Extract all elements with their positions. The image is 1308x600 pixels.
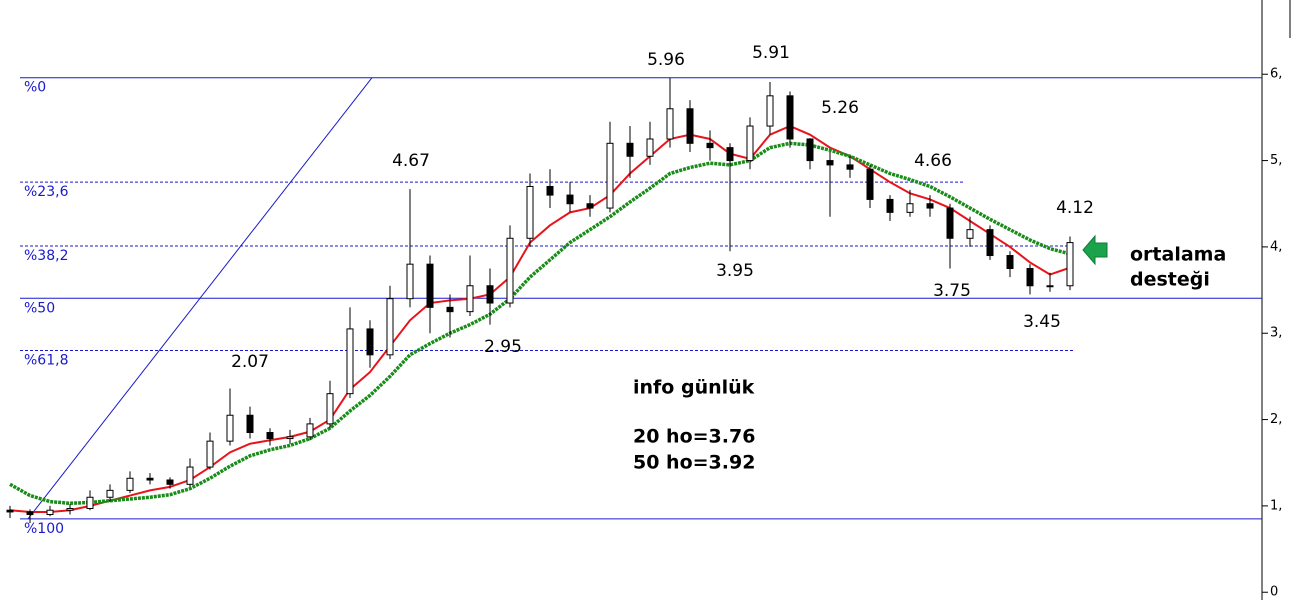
candle-body (386, 298, 394, 356)
y-tick-label: 0 (1270, 585, 1278, 600)
price-annotation: 3.95 (716, 261, 754, 281)
fib-label: %50 (24, 300, 55, 316)
price-annotation: 2.95 (484, 337, 522, 357)
candle-body (506, 237, 514, 304)
candle-body (706, 142, 714, 149)
candle-body (606, 142, 614, 209)
candle-body (286, 436, 294, 440)
fib-label: %23,6 (24, 184, 69, 200)
candle-body (346, 328, 354, 395)
candle-body (526, 185, 534, 239)
candle-body (226, 414, 234, 442)
candle-body (106, 489, 114, 498)
price-annotation: 4.67 (392, 151, 430, 171)
candle-body (186, 466, 194, 485)
moving-average-line (9, 141, 1071, 506)
candle-body (366, 328, 374, 356)
candle-body (926, 203, 934, 209)
candle-body (626, 142, 634, 157)
trend-line (27, 77, 373, 520)
info-text: 20 ho=3.76 (633, 426, 755, 448)
price-annotation: 3.75 (933, 281, 971, 301)
fib-label: %0 (24, 80, 46, 96)
candle-body (1006, 255, 1014, 269)
candle-body (86, 496, 94, 509)
price-annotation: 5.91 (752, 43, 790, 63)
candle-body (426, 263, 434, 308)
candle-body (266, 432, 274, 440)
candle-body (746, 125, 754, 162)
price-annotation: 5.26 (821, 98, 859, 118)
candle-body (206, 440, 214, 468)
candle-body (806, 138, 814, 162)
candle-body (966, 229, 974, 239)
candle-body (566, 194, 574, 205)
candle-body (466, 285, 474, 313)
candle-body (486, 285, 494, 304)
y-tick-label: 6, (1270, 67, 1282, 82)
y-tick-label: 3, (1270, 326, 1282, 341)
candle-body (986, 229, 994, 257)
candle-body (66, 507, 74, 511)
fib-label: %38,2 (24, 248, 68, 264)
candle-body (446, 306, 454, 313)
candle-body (886, 198, 894, 213)
candle-body (866, 168, 874, 200)
support-arrow (1082, 234, 1108, 266)
price-annotation: 4.66 (914, 151, 952, 171)
price-annotation: 2.07 (231, 352, 269, 372)
y-tick-label: 1, (1270, 498, 1282, 513)
candle-body (326, 393, 334, 425)
candle-body (946, 207, 954, 239)
candle-body (726, 147, 734, 162)
fib-label: %100 (24, 521, 64, 537)
candle-body (1066, 242, 1074, 287)
candle-body (766, 95, 774, 127)
candle-body (6, 509, 14, 513)
candle-body (666, 108, 674, 140)
candle-body (26, 511, 34, 516)
candle-body (786, 95, 794, 140)
price-annotation: 4.12 (1056, 198, 1094, 218)
fib-label: %61,8 (24, 353, 68, 369)
candle-body (586, 203, 594, 209)
candle-body (646, 138, 654, 157)
candle-body (306, 423, 314, 438)
candle-body (1026, 267, 1034, 287)
candle-body (906, 203, 914, 213)
y-tick-label: 4, (1270, 239, 1282, 254)
candle-body (406, 263, 414, 300)
y-tick-label: 5, (1270, 153, 1282, 168)
info-text: 50 ho=3.92 (633, 452, 755, 474)
candle-body (846, 164, 854, 170)
candle-body (166, 479, 174, 485)
candle-body (826, 160, 834, 166)
candle-body (146, 477, 154, 481)
candle-body (546, 185, 554, 196)
price-annotation: 3.45 (1023, 312, 1061, 332)
candle-body (686, 108, 694, 144)
support-note: ortalama (1130, 244, 1226, 266)
info-text: info günlük (633, 377, 755, 399)
price-annotation: 5.96 (647, 50, 685, 70)
candle-body (126, 477, 134, 491)
support-note: desteği (1130, 269, 1210, 291)
candle-body (1046, 285, 1054, 288)
candle-body (46, 509, 54, 516)
candle-body (246, 414, 254, 434)
y-tick-label: 2, (1270, 412, 1282, 427)
